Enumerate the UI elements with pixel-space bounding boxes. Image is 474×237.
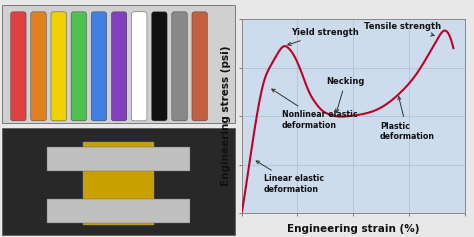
FancyBboxPatch shape [152,12,167,121]
Text: Plastic
deformation: Plastic deformation [380,96,435,141]
Text: Linear elastic
deformation: Linear elastic deformation [256,161,324,194]
Text: Yield strength: Yield strength [288,28,358,46]
FancyBboxPatch shape [31,12,46,121]
FancyBboxPatch shape [111,12,127,121]
Bar [83,142,154,225]
FancyBboxPatch shape [71,12,86,121]
X-axis label: Engineering strain (%): Engineering strain (%) [287,224,419,234]
Y-axis label: Engineering stress (psi): Engineering stress (psi) [220,46,231,186]
Text: Tensile strength: Tensile strength [364,22,441,36]
FancyBboxPatch shape [131,12,147,121]
FancyBboxPatch shape [91,12,107,121]
Bar [47,199,190,223]
Bar [2,5,235,123]
FancyBboxPatch shape [192,12,207,121]
Text: Nonlinear elastic
deformation: Nonlinear elastic deformation [272,89,357,130]
Text: Necking: Necking [327,77,365,112]
Bar [47,147,190,171]
Bar [2,128,235,235]
FancyBboxPatch shape [172,12,187,121]
FancyBboxPatch shape [10,12,26,121]
FancyBboxPatch shape [51,12,66,121]
